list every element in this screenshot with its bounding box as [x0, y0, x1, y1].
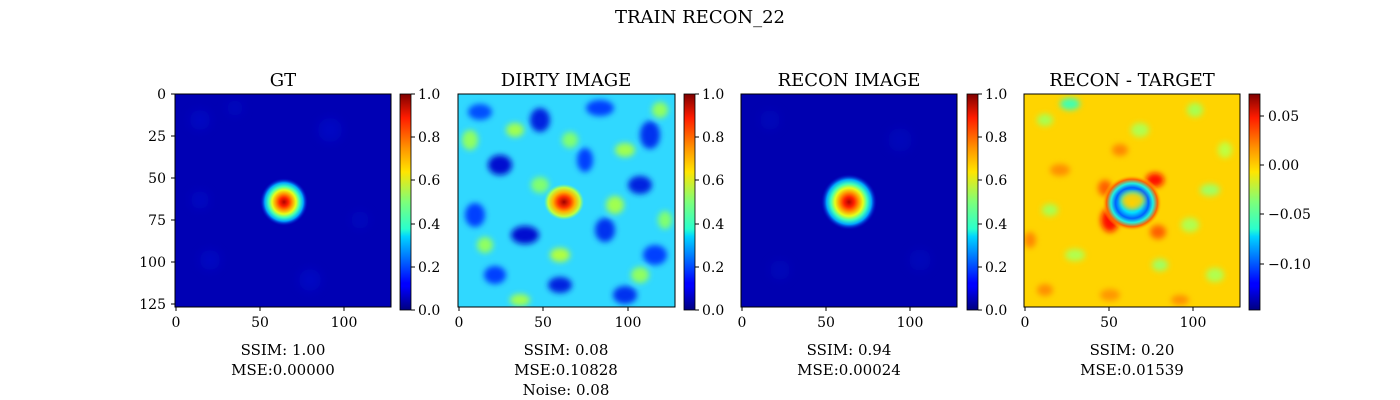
colorbar-tick-label: 0.00 [1268, 158, 1299, 174]
panel-title-recon: RECON IMAGE [778, 70, 921, 91]
x-tick-label: 50 [817, 315, 835, 331]
colorbar-tick-label: 0.8 [418, 130, 440, 146]
caption-ssim: SSIM: 0.94 [807, 341, 892, 359]
colorbar-tick-label: 0.8 [985, 130, 1007, 146]
colorbar-tick-label: 0.4 [418, 217, 440, 233]
colorbar-diff: 0.05 0.00 −0.05 −0.10 [1248, 93, 1311, 311]
colorbar-tick-label: 0.6 [702, 173, 724, 189]
colorbar-tick-label: −0.05 [1268, 207, 1311, 223]
y-tick-label: 0 [157, 87, 166, 103]
y-tick-label: 50 [148, 171, 166, 187]
colorbar-tick-label: 0.0 [702, 303, 724, 319]
caption-noise: Noise: 0.08 [523, 381, 610, 399]
colorbar-tick-label: 0.2 [985, 260, 1007, 276]
colorbar-tick-label: 0.8 [702, 130, 724, 146]
axes-frame-diff [1023, 93, 1241, 308]
axes-frame-gt [174, 93, 392, 308]
panel-diff: RECON - TARGET [1021, 70, 1311, 379]
colorbar-tick-label: 1.0 [985, 87, 1007, 103]
caption-dirty: SSIM: 0.08 MSE:0.10828 Noise: 0.08 [514, 341, 618, 399]
colorbar-tick-label: 0.0 [418, 303, 440, 319]
heatmap-image-dirty [458, 94, 675, 307]
caption-ssim: SSIM: 0.20 [1090, 341, 1175, 359]
y-axis-gt: 0 25 50 75 100 125 [139, 87, 175, 313]
caption-mse: MSE:0.10828 [514, 361, 618, 379]
colorbar-tick-label: 0.2 [418, 260, 440, 276]
axes-frame-recon [740, 93, 958, 308]
colorbar-tick-label: 0.4 [985, 217, 1007, 233]
x-tick-label: 0 [172, 315, 181, 331]
x-axis-recon: 0 50 100 [738, 307, 924, 331]
panel-gt: GT 0 25 50 75 100 [139, 70, 440, 379]
x-tick-label: 0 [738, 315, 747, 331]
y-tick-label: 25 [148, 129, 166, 145]
colorbar-tick-label: 1.0 [702, 87, 724, 103]
panel-dirty: DIRTY IMAGE [455, 70, 725, 399]
colorbar-tick-label: 0.6 [418, 173, 440, 189]
colorbar-tick-label: 0.0 [985, 303, 1007, 319]
x-axis-dirty: 0 50 100 [455, 307, 642, 331]
colorbar-recon: 1.0 0.8 0.6 0.4 0.2 0.0 [966, 87, 1007, 319]
x-tick-label: 100 [1180, 315, 1207, 331]
axes-frame-dirty [457, 93, 676, 308]
caption-mse: MSE:0.01539 [1080, 361, 1184, 379]
colorbar-tick-label: 1.0 [418, 87, 440, 103]
x-axis-gt: 0 50 100 [172, 307, 358, 331]
x-tick-label: 0 [1021, 315, 1030, 331]
figure-suptitle: TRAIN RECON_22 [615, 7, 785, 28]
caption-ssim: SSIM: 0.08 [524, 341, 609, 359]
colorbar-gt: 1.0 0.8 0.6 0.4 0.2 0.0 [399, 87, 440, 319]
panel-title-diff: RECON - TARGET [1049, 70, 1215, 91]
x-tick-label: 100 [331, 315, 358, 331]
caption-recon: SSIM: 0.94 MSE:0.00024 [797, 341, 901, 379]
colorbar-tick-label: 0.2 [702, 260, 724, 276]
x-tick-label: 50 [251, 315, 269, 331]
caption-gt: SSIM: 1.00 MSE:0.00000 [231, 341, 335, 379]
x-tick-label: 100 [615, 315, 642, 331]
y-tick-label: 100 [139, 255, 166, 271]
colorbar-tick-label: 0.6 [985, 173, 1007, 189]
caption-ssim: SSIM: 1.00 [241, 341, 326, 359]
panel-title-dirty: DIRTY IMAGE [501, 70, 631, 91]
x-tick-label: 50 [534, 315, 552, 331]
y-tick-label: 125 [139, 297, 166, 313]
colorbar-tick-label: 0.05 [1268, 109, 1299, 125]
colorbar-dirty: 1.0 0.8 0.6 0.4 0.2 0.0 [683, 87, 724, 319]
caption-diff: SSIM: 0.20 MSE:0.01539 [1080, 341, 1184, 379]
caption-mse: MSE:0.00024 [797, 361, 901, 379]
x-tick-label: 0 [455, 315, 464, 331]
x-tick-label: 50 [1100, 315, 1118, 331]
x-tick-label: 100 [897, 315, 924, 331]
colorbar-tick-label: 0.4 [702, 217, 724, 233]
caption-mse: MSE:0.00000 [231, 361, 335, 379]
panel-recon: RECON IMAGE 0 50 100 [738, 70, 1008, 379]
heatmap-image-diff [1024, 94, 1240, 307]
x-axis-diff: 0 50 100 [1021, 307, 1207, 331]
panel-title-gt: GT [270, 70, 296, 91]
heatmap-image-gt [175, 94, 391, 307]
y-tick-label: 75 [148, 213, 166, 229]
heatmap-image-recon [741, 94, 957, 307]
colorbar-tick-label: −0.10 [1268, 257, 1311, 273]
